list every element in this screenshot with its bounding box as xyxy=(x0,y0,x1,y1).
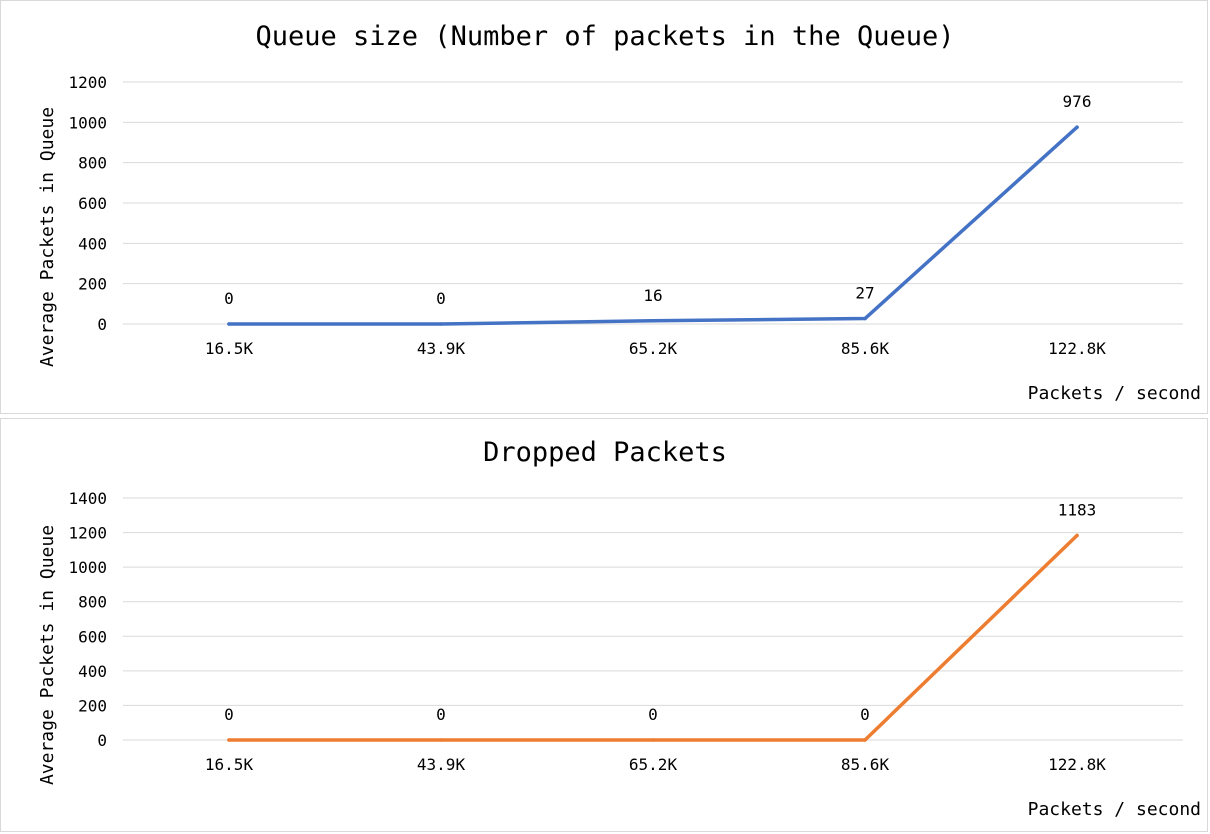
y-tick-label: 1000 xyxy=(68,113,107,132)
dropped-packets-chart-panel: Dropped Packets Average Packets in Queue… xyxy=(0,418,1208,832)
y-tick-label: 0 xyxy=(97,315,107,334)
y-tick-label: 800 xyxy=(78,593,107,612)
chart-title: Dropped Packets xyxy=(483,437,727,468)
data-label: 0 xyxy=(436,705,446,724)
y-tick-label: 200 xyxy=(78,696,107,715)
data-label: 1183 xyxy=(1058,501,1097,520)
y-axis-label: Average Packets in Queue xyxy=(37,107,58,367)
data-label: 0 xyxy=(436,289,446,308)
data-point xyxy=(439,738,443,742)
x-tick-label: 16.5K xyxy=(205,339,254,358)
queue-size-chart-panel: Queue size (Number of packets in the Que… xyxy=(0,0,1208,414)
y-tick-label: 1000 xyxy=(68,558,107,577)
x-tick-label: 16.5K xyxy=(205,755,254,774)
x-tick-label: 43.9K xyxy=(417,755,466,774)
y-tick-label: 1200 xyxy=(68,73,107,92)
data-point xyxy=(227,738,231,742)
x-tick-label: 122.8K xyxy=(1048,755,1106,774)
y-tick-label: 600 xyxy=(78,627,107,646)
y-tick-label: 1400 xyxy=(68,489,107,508)
x-tick-label: 85.6K xyxy=(841,755,890,774)
y-tick-label: 400 xyxy=(78,662,107,681)
data-label: 27 xyxy=(855,284,874,303)
data-label: 976 xyxy=(1063,92,1092,111)
data-point xyxy=(1075,125,1079,129)
x-axis-label: Packets / second xyxy=(1028,383,1201,404)
queue-size-chart: Queue size (Number of packets in the Que… xyxy=(37,21,1201,404)
data-point xyxy=(227,322,231,326)
data-point xyxy=(651,318,655,323)
data-label: 0 xyxy=(648,705,658,724)
data-label: 0 xyxy=(224,289,234,308)
data-point xyxy=(863,738,867,742)
x-tick-label: 65.2K xyxy=(629,339,678,358)
y-tick-label: 400 xyxy=(78,234,107,253)
y-tick-label: 0 xyxy=(97,731,107,750)
plot-area: 0 200 400 600 800 1000 1200 16.5K 43.9K 65.2K 85.6… xyxy=(68,73,1183,358)
x-tick-label: 85.6K xyxy=(841,339,890,358)
data-point xyxy=(651,738,655,742)
data-label: 0 xyxy=(224,705,234,724)
y-tick-label: 1200 xyxy=(68,524,107,543)
data-label: 0 xyxy=(860,705,870,724)
x-tick-label: 122.8K xyxy=(1048,339,1106,358)
y-tick-label: 600 xyxy=(78,194,107,213)
y-tick-label: 800 xyxy=(78,154,107,173)
dropped-packets-chart: Dropped Packets Average Packets in Queue… xyxy=(37,437,1201,820)
data-point xyxy=(863,316,867,321)
y-tick-label: 200 xyxy=(78,275,107,294)
x-axis-label: Packets / second xyxy=(1028,799,1201,820)
y-axis-label: Average Packets in Queue xyxy=(37,525,58,785)
data-point xyxy=(1075,533,1079,538)
data-label: 16 xyxy=(643,286,662,305)
chart-title: Queue size (Number of packets in the Que… xyxy=(256,21,955,52)
x-tick-label: 43.9K xyxy=(417,339,466,358)
plot-area: 0 200 400 600 800 1000 1200 1400 16.5K 43.9K 65.2K… xyxy=(68,489,1183,774)
x-tick-label: 65.2K xyxy=(629,755,678,774)
data-point xyxy=(439,322,443,326)
